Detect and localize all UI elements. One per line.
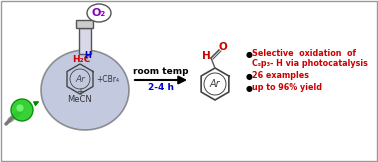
Text: room temp: room temp — [133, 66, 189, 75]
Text: ●: ● — [246, 71, 253, 81]
Text: Ar: Ar — [210, 79, 220, 89]
Text: 26 examples: 26 examples — [252, 71, 309, 81]
Text: +CBr₄: +CBr₄ — [96, 75, 119, 83]
FancyBboxPatch shape — [79, 28, 91, 54]
Circle shape — [11, 99, 33, 121]
Text: O: O — [218, 42, 228, 52]
Text: H: H — [85, 51, 91, 59]
Text: Selective  oxidation  of: Selective oxidation of — [252, 50, 356, 58]
Text: Ar: Ar — [75, 75, 85, 83]
Text: Cₛp₃- H via photocatalysis: Cₛp₃- H via photocatalysis — [252, 59, 368, 69]
Text: 2-4 h: 2-4 h — [148, 83, 174, 93]
Text: H: H — [201, 51, 211, 61]
Text: H₂C: H₂C — [72, 56, 90, 64]
Ellipse shape — [87, 4, 111, 22]
Text: ●: ● — [246, 50, 253, 58]
FancyBboxPatch shape — [76, 21, 93, 29]
Text: O₂: O₂ — [92, 8, 106, 18]
Text: MeCN: MeCN — [68, 96, 92, 104]
Circle shape — [16, 104, 24, 112]
Text: +: + — [76, 87, 84, 97]
Text: up to 96% yield: up to 96% yield — [252, 83, 322, 93]
Text: ●: ● — [246, 83, 253, 93]
Ellipse shape — [41, 50, 129, 130]
